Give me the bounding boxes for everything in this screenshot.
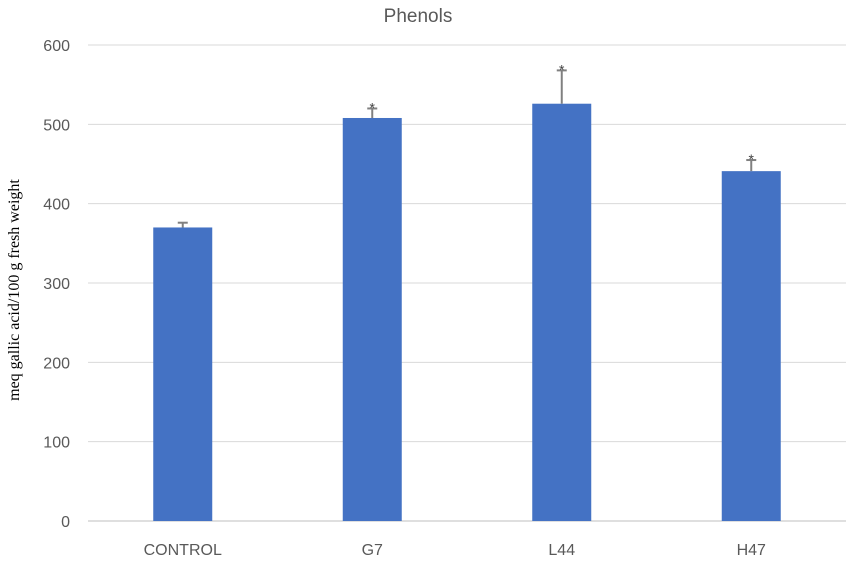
error-bars: * * *	[177, 61, 757, 228]
gridlines	[88, 44, 846, 522]
bars	[153, 103, 781, 521]
chart-title: Phenols	[384, 6, 453, 27]
y-tick-label: 0	[61, 514, 70, 531]
bar-g7	[342, 117, 402, 521]
x-tick-labels: CONTROL G7 L44 H47	[144, 542, 766, 559]
y-tick-label: 600	[43, 38, 70, 55]
significance-mark: *	[370, 99, 376, 115]
x-tick-label: H47	[737, 542, 766, 559]
x-tick-label: L44	[548, 542, 575, 559]
y-axis-label: meq gallic acid/100 g fresh weight	[6, 179, 23, 401]
y-tick-label: 200	[43, 355, 70, 372]
bar-l44	[532, 103, 592, 521]
x-tick-label: CONTROL	[144, 542, 222, 559]
y-tick-label: 300	[43, 276, 70, 293]
y-tick-label: 500	[43, 117, 70, 134]
y-tick-label: 100	[43, 435, 70, 452]
bar-h47	[721, 171, 781, 521]
significance-mark: *	[559, 61, 565, 77]
y-tick-label: 400	[43, 197, 70, 214]
y-tick-labels: 0 100 200 300 400 500 600	[43, 38, 70, 531]
x-tick-label: G7	[362, 542, 383, 559]
significance-mark: *	[749, 151, 755, 167]
bar-control	[153, 227, 213, 521]
